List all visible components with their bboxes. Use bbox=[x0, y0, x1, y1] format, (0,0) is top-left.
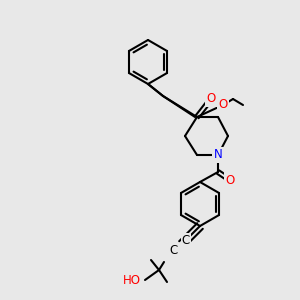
Text: O: O bbox=[218, 98, 228, 112]
Text: O: O bbox=[225, 173, 235, 187]
Text: C: C bbox=[182, 235, 190, 248]
Text: HO: HO bbox=[123, 274, 141, 286]
Text: N: N bbox=[214, 148, 222, 161]
Text: O: O bbox=[206, 92, 216, 106]
Text: C: C bbox=[170, 244, 178, 257]
